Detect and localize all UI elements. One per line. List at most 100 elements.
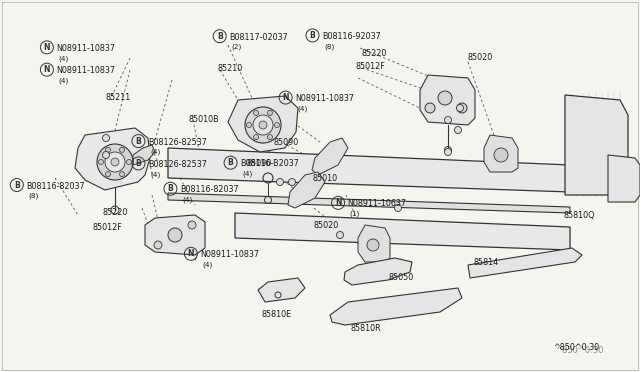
Text: N: N: [44, 43, 50, 52]
Text: 85012F: 85012F: [93, 223, 122, 232]
Text: 85210: 85210: [218, 64, 243, 73]
Text: 85220: 85220: [102, 208, 128, 217]
Circle shape: [120, 147, 125, 153]
Polygon shape: [565, 95, 628, 195]
Circle shape: [275, 122, 280, 128]
Circle shape: [289, 179, 296, 186]
Circle shape: [394, 205, 401, 212]
Text: B: B: [136, 137, 141, 145]
Polygon shape: [75, 128, 150, 190]
Text: B08116-82037: B08116-82037: [26, 182, 85, 190]
Text: (4): (4): [297, 105, 307, 112]
Polygon shape: [235, 213, 570, 250]
Text: 85810E: 85810E: [261, 310, 291, 319]
Text: 85810R: 85810R: [351, 324, 381, 333]
Circle shape: [268, 135, 273, 140]
Text: N: N: [335, 198, 341, 207]
Text: 85050: 85050: [388, 273, 413, 282]
Text: 85010: 85010: [312, 174, 337, 183]
Text: 85090: 85090: [274, 138, 299, 147]
Text: 85010B: 85010B: [189, 115, 220, 124]
Text: (1): (1): [349, 211, 360, 217]
Circle shape: [246, 122, 252, 128]
Circle shape: [99, 160, 104, 164]
Polygon shape: [420, 75, 475, 125]
Polygon shape: [145, 215, 205, 255]
Text: B08126-82537: B08126-82537: [148, 138, 207, 147]
Circle shape: [259, 121, 267, 129]
Text: B08117-02037: B08117-02037: [229, 33, 288, 42]
Text: B08116-92037: B08116-92037: [322, 32, 381, 41]
Polygon shape: [133, 145, 155, 165]
Text: B08116-82037: B08116-82037: [180, 185, 239, 194]
Text: (4): (4): [58, 77, 68, 84]
Text: B: B: [310, 31, 316, 40]
Text: (4): (4): [58, 55, 68, 62]
Text: N: N: [282, 93, 289, 102]
Text: B: B: [14, 180, 20, 189]
Circle shape: [111, 158, 119, 166]
Circle shape: [456, 105, 463, 112]
Text: (4): (4): [182, 196, 192, 203]
Text: B: B: [217, 32, 223, 41]
Circle shape: [253, 115, 273, 135]
Circle shape: [106, 171, 111, 177]
Polygon shape: [168, 148, 570, 192]
Polygon shape: [484, 135, 518, 172]
Circle shape: [120, 171, 125, 177]
Text: 85012F: 85012F: [355, 62, 385, 71]
Polygon shape: [228, 96, 298, 152]
Circle shape: [168, 228, 182, 242]
Text: (2): (2): [231, 44, 241, 51]
Circle shape: [337, 231, 344, 238]
Polygon shape: [344, 258, 412, 285]
Polygon shape: [168, 193, 570, 213]
Circle shape: [245, 107, 281, 143]
Text: ^850^0.30: ^850^0.30: [554, 343, 600, 352]
Text: (4): (4): [150, 171, 160, 178]
Circle shape: [457, 103, 467, 113]
Circle shape: [253, 110, 259, 115]
Text: N: N: [44, 65, 50, 74]
Circle shape: [445, 148, 451, 155]
Circle shape: [268, 110, 273, 115]
Circle shape: [105, 152, 125, 172]
Text: 85814: 85814: [474, 258, 499, 267]
Circle shape: [367, 239, 379, 251]
Text: B: B: [136, 159, 141, 168]
Circle shape: [425, 103, 435, 113]
Text: N08911-10837: N08911-10837: [200, 250, 259, 259]
Text: (8): (8): [324, 43, 334, 50]
Text: (4): (4): [150, 149, 160, 155]
Circle shape: [438, 91, 452, 105]
Circle shape: [253, 135, 259, 140]
Polygon shape: [608, 155, 640, 202]
Text: B: B: [228, 158, 234, 167]
Circle shape: [127, 160, 131, 164]
Text: 85020: 85020: [467, 53, 492, 62]
Circle shape: [188, 221, 196, 229]
Circle shape: [276, 179, 284, 186]
Polygon shape: [358, 225, 390, 262]
Circle shape: [454, 126, 461, 134]
Circle shape: [494, 148, 508, 162]
Polygon shape: [258, 278, 305, 302]
Text: N08911-10837: N08911-10837: [295, 94, 354, 103]
Text: N08911-10837: N08911-10837: [56, 44, 115, 53]
Text: B08116-B2037: B08116-B2037: [240, 159, 299, 168]
Circle shape: [102, 135, 109, 141]
Text: 85211: 85211: [106, 93, 131, 102]
Text: B08126-82537: B08126-82537: [148, 160, 207, 169]
Polygon shape: [330, 288, 462, 325]
Text: N08911-10637: N08911-10637: [348, 199, 406, 208]
Text: N08911-10837: N08911-10837: [56, 66, 115, 75]
Polygon shape: [312, 138, 348, 175]
Circle shape: [154, 241, 162, 249]
Text: B: B: [168, 184, 173, 193]
Text: 85810Q: 85810Q: [563, 211, 595, 220]
Polygon shape: [468, 248, 582, 278]
Circle shape: [106, 147, 111, 153]
Text: 85220: 85220: [362, 49, 387, 58]
Circle shape: [97, 144, 133, 180]
Text: (8): (8): [28, 193, 38, 199]
